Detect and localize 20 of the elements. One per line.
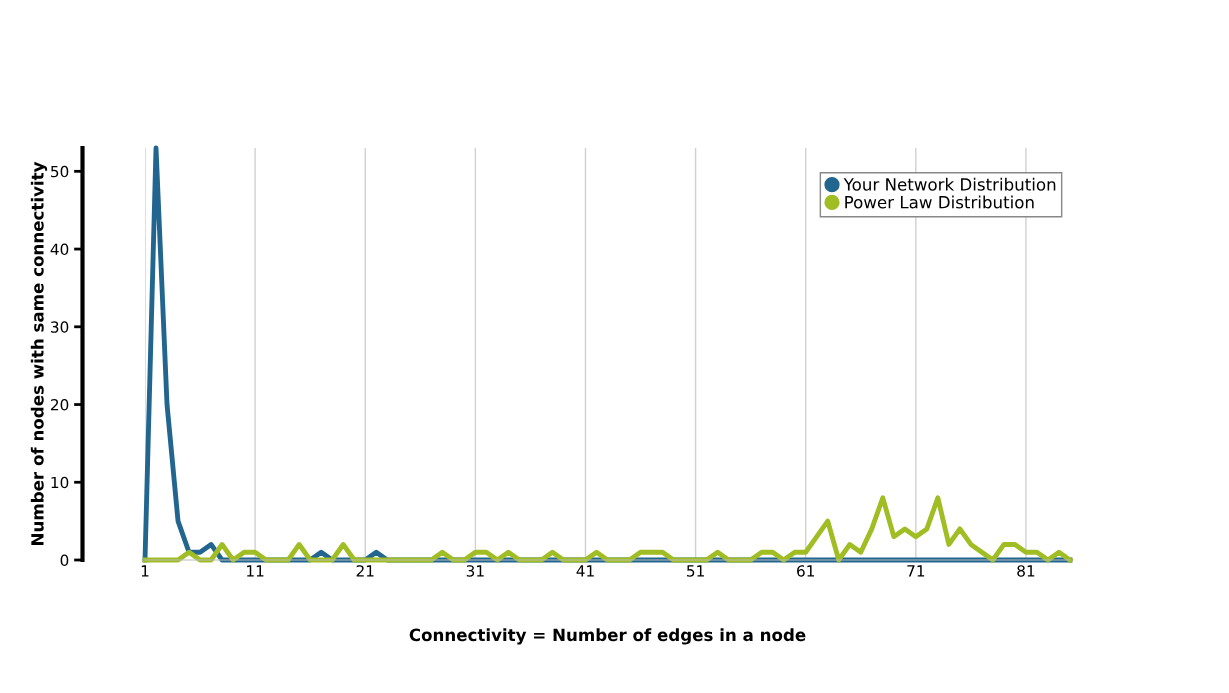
line-series bbox=[142, 495, 1073, 563]
y-tick-label: 30 bbox=[51, 321, 69, 333]
y-tick-label: 0 bbox=[60, 554, 69, 567]
y-tick-label: 10 bbox=[51, 476, 69, 489]
y-tick-label: 20 bbox=[50, 398, 69, 411]
x-axis-title: Connectivity = Number of edges in a node bbox=[409, 628, 806, 645]
x-tick-label: 21 bbox=[356, 565, 374, 577]
x-tick-label: 71 bbox=[907, 565, 925, 577]
x-tick-label: 31 bbox=[466, 565, 484, 577]
y-tick-label: 40 bbox=[50, 243, 69, 256]
x-tick-label: 51 bbox=[687, 565, 704, 577]
y-tick-label: 50 bbox=[51, 165, 69, 178]
x-tick-label: 11 bbox=[247, 565, 264, 577]
y-axis-title: Number of nodes with same connectivity bbox=[30, 161, 48, 545]
x-tick-label: 61 bbox=[797, 565, 815, 577]
legend-label: Power Law Distribution bbox=[845, 195, 1034, 209]
x-tick-label: 41 bbox=[576, 565, 594, 577]
x-tick-label: 81 bbox=[1017, 565, 1035, 577]
legend-label: Your Network Distribution bbox=[843, 177, 1056, 191]
x-tick-label: 1 bbox=[141, 565, 149, 577]
